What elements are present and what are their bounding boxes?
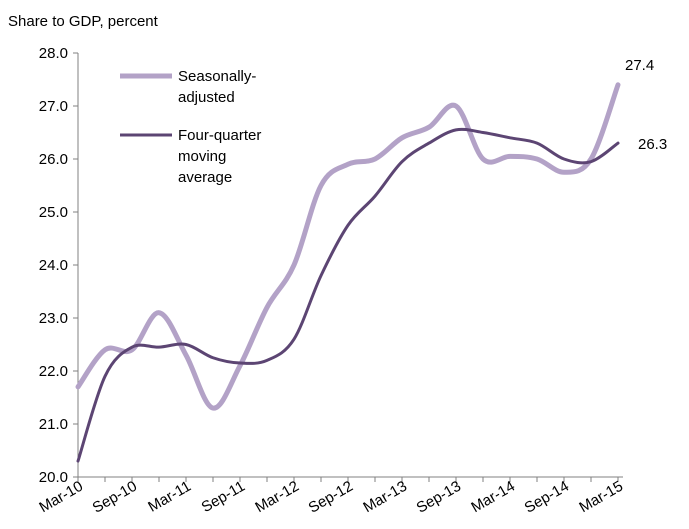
legend-label: Seasonally- <box>178 68 256 85</box>
x-tick-label: Sep-12 <box>306 478 356 517</box>
x-tick-label: Sep-14 <box>522 478 572 517</box>
series-line-1 <box>76 127 620 463</box>
legend-label: average <box>178 169 232 186</box>
legend-label: moving <box>178 148 226 165</box>
legend-label: Four-quarter <box>178 127 261 144</box>
series-line-0 <box>75 82 621 411</box>
x-tick-label: Mar-12 <box>252 478 302 516</box>
x-tick-label: Mar-13 <box>360 478 410 516</box>
y-tick-label: 27.0 <box>39 98 68 115</box>
x-tick-label: Sep-13 <box>414 478 464 517</box>
end-value-label: 27.4 <box>625 57 654 74</box>
legend-label: adjusted <box>178 89 235 106</box>
x-tick-label: Mar-14 <box>468 478 518 516</box>
end-value-label: 26.3 <box>638 136 667 153</box>
y-tick-label: 26.0 <box>39 151 68 168</box>
y-axis-title: Share to GDP, percent <box>8 13 159 30</box>
y-tick-label: 28.0 <box>39 45 68 62</box>
x-tick-label: Sep-11 <box>199 478 248 516</box>
axes: 20.0 21.0 22.0 23.0 24.0 25.0 26.0 27.0 28.0 Mar-… <box>36 45 626 517</box>
y-tick-label: 23.0 <box>39 310 68 327</box>
legend: Seasonally-adjusted Four-quarter moving ave… <box>120 68 261 186</box>
y-tick-label: 25.0 <box>39 204 68 221</box>
x-tick-label: Sep-10 <box>90 478 140 517</box>
x-tick-label: Mar-11 <box>145 478 194 516</box>
end-labels: 27.4 26.3 <box>625 57 667 153</box>
y-tick-label: 22.0 <box>39 363 68 380</box>
y-tick-label: 21.0 <box>39 416 68 433</box>
x-tick-label: Mar-15 <box>576 478 626 516</box>
y-tick-label: 20.0 <box>39 469 68 486</box>
y-tick-label: 24.0 <box>39 257 68 274</box>
series-layer <box>75 82 621 463</box>
